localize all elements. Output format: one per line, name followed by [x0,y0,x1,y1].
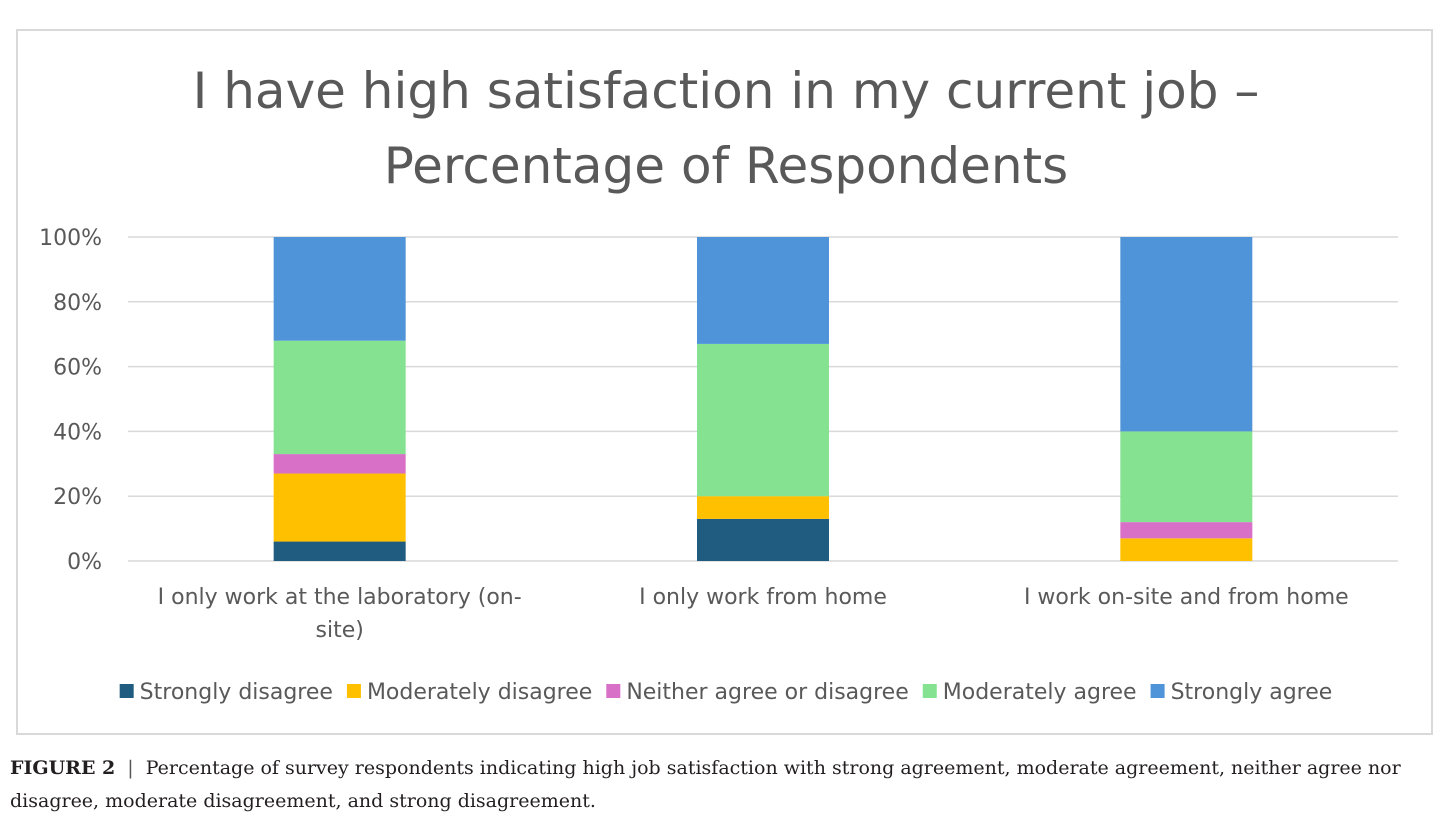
legend-label: Neither agree or disagree [626,680,908,705]
chart-title-line-1: I have high satisfaction in my current j… [193,62,1260,120]
stacked-bar-chart: I have high satisfaction in my current j… [39,62,1398,705]
bar-segment-moderately-disagree [1120,538,1253,561]
bar-segment-strongly-disagree [697,518,829,561]
legend-swatch [1150,684,1165,698]
y-tick-label: 100% [39,226,102,251]
legend: Strongly disagree Moderately disagree Neit… [119,680,1333,705]
legend-label: Strongly agree [1171,680,1333,705]
x-category-label: I only work from home [639,585,887,610]
y-tick-label: 20% [53,485,102,510]
chart-title: I have high satisfaction in my current j… [193,62,1260,195]
bar-segment-moderately-agree [273,340,406,455]
chart-title-line-2: Percentage of Respondents [384,137,1068,195]
y-tick-label: 0% [67,550,102,575]
y-tick-label: 80% [53,291,102,316]
bar-segment-moderately-disagree [273,473,406,542]
y-tick-label: 60% [53,356,102,381]
legend-swatch [346,684,361,698]
legend-swatch [922,684,937,698]
x-category-label: I work on-site and from home [1024,585,1349,610]
x-axis-categories: I only work at the laboratory (on-site) I… [158,585,1349,643]
figure-caption: FIGURE 2 | Percentage of survey respondent… [10,752,1446,818]
legend-swatch [606,684,621,698]
bar-segment-strongly-agree [1120,237,1253,432]
legend-swatch [119,684,134,698]
figure-label: FIGURE 2 [10,757,116,779]
bar-segment-strongly-disagree [273,541,406,561]
bar-segment-strongly-agree [273,237,406,341]
bar-segment-strongly-agree [697,237,829,344]
bars [273,237,1253,561]
legend-label: Strongly disagree [140,680,333,705]
legend-label: Moderately agree [943,680,1137,705]
y-tick-label: 40% [53,420,102,445]
x-category-label: I only work at the laboratory (on- [158,585,522,610]
caption-separator: | [127,757,134,779]
bar-segment-moderately-agree [1120,431,1253,523]
y-axis-ticks: 0% 20% 40% 60% 80% 100% [39,226,102,575]
legend-label: Moderately disagree [367,680,592,705]
caption-text: Percentage of survey respondents indicat… [10,757,1401,812]
bar-segment-moderately-agree [697,343,829,497]
bar-segment-neither-agree-or-disagree [1120,522,1253,539]
x-category-label: site) [316,618,364,643]
chart-frame: I have high satisfaction in my current j… [16,29,1433,735]
bar-segment-moderately-disagree [697,496,829,519]
bar-segment-neither-agree-or-disagree [273,454,406,474]
